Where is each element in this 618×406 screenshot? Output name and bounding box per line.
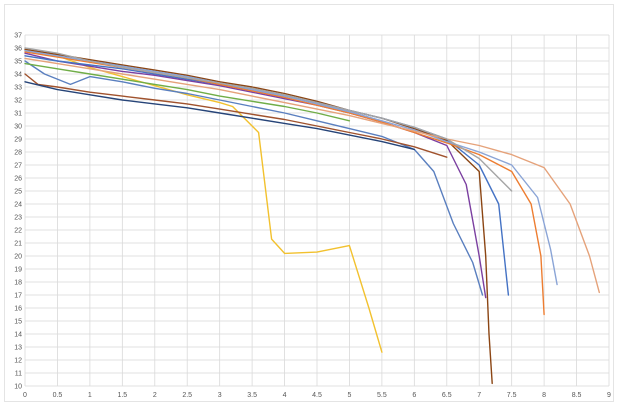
y-tick-label: 17 (14, 293, 22, 300)
x-tick-label: 2 (153, 392, 157, 399)
y-tick-label: 25 (14, 189, 22, 196)
y-tick-label: 13 (14, 345, 22, 352)
x-tick-label: 0 (23, 392, 27, 399)
x-tick-label: 3 (218, 392, 222, 399)
chart-frame: 0 0.5 1 1.5 2 2.5 3 3.5 4 4.5 5 5.5 6 6.5 7 7.5 8 8.5 9 10… (4, 4, 614, 402)
x-tick-label: 4.5 (312, 392, 322, 399)
series-line-2 (24, 48, 493, 385)
x-tick-label: 0.5 (53, 392, 63, 399)
series-line-11 (24, 73, 448, 158)
y-tick-label: 35 (14, 59, 22, 66)
y-tick-label: 30 (14, 124, 22, 131)
x-tick-label: 1.5 (117, 392, 127, 399)
y-tick-label: 11 (15, 371, 22, 378)
y-tick-label: 26 (14, 176, 22, 183)
y-tick-label: 15 (14, 319, 22, 326)
series-line-9 (24, 47, 513, 192)
series-line-12 (24, 81, 415, 151)
y-tick-label: 31 (14, 111, 22, 118)
grid (24, 34, 610, 387)
y-tick-label: 22 (14, 228, 22, 235)
y-tick-label: 34 (14, 72, 22, 79)
y-tick-label: 36 (14, 46, 22, 53)
x-tick-label: 7 (477, 392, 481, 399)
line-chart: 0 0.5 1 1.5 2 2.5 3 3.5 4 4.5 5 5.5 6 6.5 7 7.5 8 8.5 9 10… (14, 33, 611, 400)
y-axis-ticks: 10 11 12 13 14 15 16 17 18 19 20 21 22 23 24 25 26 27 28 29… (14, 33, 22, 391)
x-tick-label: 5.5 (377, 392, 387, 399)
x-axis-ticks: 0 0.5 1 1.5 2 2.5 3 3.5 4 4.5 5 5.5 6 6.5 7 7.5 8 8.5 9 (23, 392, 611, 399)
y-tick-label: 32 (14, 98, 22, 105)
x-tick-label: 9 (607, 392, 611, 399)
y-tick-label: 19 (14, 267, 22, 274)
y-tick-label: 16 (14, 306, 22, 313)
x-tick-label: 3.5 (247, 392, 257, 399)
x-tick-label: 8.5 (572, 392, 582, 399)
x-tick-label: 5 (347, 392, 351, 399)
y-tick-label: 33 (14, 85, 22, 92)
y-tick-label: 10 (14, 384, 22, 391)
series-line-3 (24, 52, 487, 299)
series-line-4 (24, 60, 484, 296)
series-line-7 (24, 49, 558, 286)
y-tick-label: 28 (14, 150, 22, 157)
x-tick-label: 6 (412, 392, 416, 399)
y-tick-label: 18 (14, 280, 22, 287)
y-tick-label: 21 (14, 241, 22, 248)
series-lines (24, 47, 600, 385)
y-tick-label: 37 (14, 33, 22, 40)
series-line-10 (24, 62, 351, 122)
y-tick-label: 27 (14, 163, 22, 170)
series-line-8 (24, 57, 600, 294)
series-line-1 (24, 49, 383, 353)
x-tick-label: 8 (542, 392, 546, 399)
y-tick-label: 24 (14, 202, 22, 209)
y-tick-label: 23 (14, 215, 22, 222)
x-tick-label: 4 (283, 392, 287, 399)
y-tick-label: 14 (14, 332, 22, 339)
x-tick-label: 2.5 (182, 392, 192, 399)
y-tick-label: 20 (14, 254, 22, 261)
x-tick-label: 6.5 (442, 392, 452, 399)
y-tick-label: 12 (14, 358, 22, 365)
x-tick-label: 7.5 (507, 392, 517, 399)
x-tick-label: 1 (88, 392, 92, 399)
y-tick-label: 29 (14, 137, 22, 144)
